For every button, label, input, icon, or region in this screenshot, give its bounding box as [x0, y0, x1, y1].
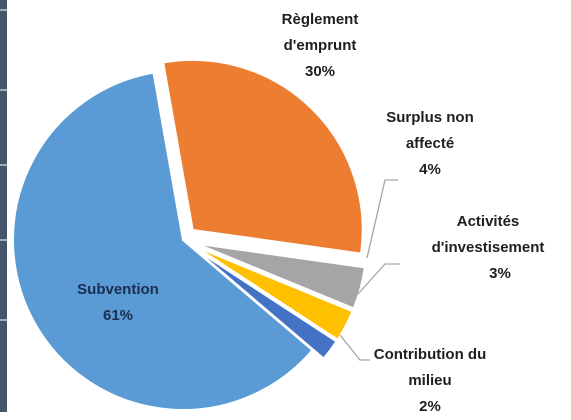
slice-label: Règlement d'emprunt: [281, 11, 359, 54]
slice-percent: 61%: [102, 307, 134, 324]
slice-percent: 3%: [489, 265, 511, 282]
leader-line: [339, 334, 370, 361]
pie-slice: [196, 242, 366, 310]
slice-label: Subvention: [77, 281, 159, 298]
pie-slice: [194, 245, 354, 341]
slice-percent: 30%: [304, 63, 336, 80]
left-border: [0, 0, 7, 412]
leader-line: [357, 263, 400, 295]
pie-slice: [162, 58, 364, 255]
pie: [12, 58, 366, 411]
frame: [0, 0, 7, 412]
leader-lines: [339, 179, 400, 361]
slice-label: Activités d'investisement: [431, 213, 545, 256]
pie-slice: [193, 247, 338, 360]
slice-percent: 2%: [419, 398, 441, 415]
pie-slice: [12, 71, 314, 411]
slice-label: Surplus non affecté: [386, 109, 474, 152]
leader-line: [366, 179, 398, 259]
slice-label: Contribution du milieu: [373, 346, 487, 389]
slice-percent: 4%: [419, 161, 441, 178]
